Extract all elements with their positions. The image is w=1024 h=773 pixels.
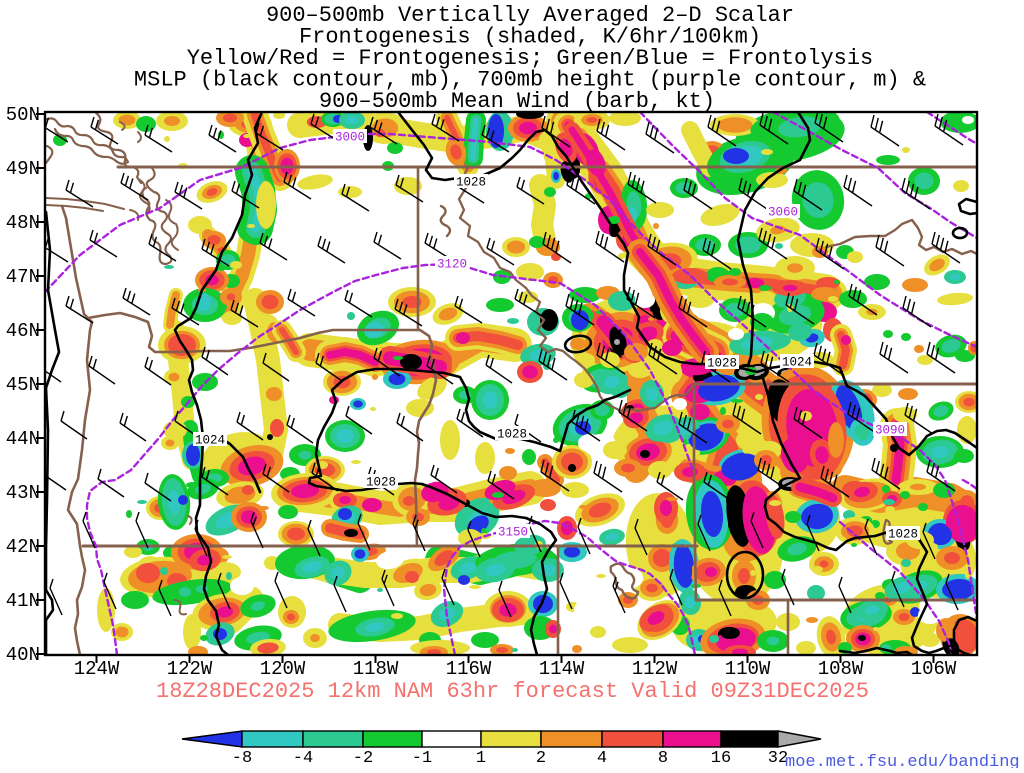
svg-text:-1: -1 xyxy=(412,749,432,768)
svg-text:110W: 110W xyxy=(725,658,771,680)
svg-text:42N: 42N xyxy=(6,536,40,558)
svg-text:124W: 124W xyxy=(74,658,120,680)
svg-text:1028: 1028 xyxy=(888,528,918,542)
svg-text:120W: 120W xyxy=(260,658,306,680)
svg-text:1: 1 xyxy=(476,749,486,768)
svg-text:49N: 49N xyxy=(6,158,40,180)
svg-text:900–500mb Vertically Averaged: 900–500mb Vertically Averaged 2–D Scalar xyxy=(266,3,794,28)
svg-text:-2: -2 xyxy=(353,749,373,768)
svg-text:112W: 112W xyxy=(632,658,678,680)
svg-text:Yellow/Red = Frontogenesis; G: Yellow/Red = Frontogenesis; Green/Blue =… xyxy=(187,46,874,71)
svg-text:Frontogenesis (shaded, K/6hr/1: Frontogenesis (shaded, K/6hr/100km) xyxy=(299,25,761,50)
svg-text:moe.met.fsu.edu/banding: moe.met.fsu.edu/banding xyxy=(785,753,1020,768)
svg-text:1024: 1024 xyxy=(782,356,812,370)
svg-text:1028: 1028 xyxy=(456,176,486,190)
svg-text:3000: 3000 xyxy=(335,131,365,145)
svg-text:48N: 48N xyxy=(6,212,40,234)
svg-text:-4: -4 xyxy=(293,749,313,768)
svg-text:122W: 122W xyxy=(167,658,213,680)
svg-text:4: 4 xyxy=(597,749,607,768)
svg-text:118W: 118W xyxy=(353,658,399,680)
svg-text:114W: 114W xyxy=(539,658,585,680)
svg-text:45N: 45N xyxy=(6,374,40,396)
svg-text:3120: 3120 xyxy=(437,258,467,272)
svg-text:1028: 1028 xyxy=(366,476,396,490)
svg-text:3090: 3090 xyxy=(875,424,905,438)
svg-text:8: 8 xyxy=(658,749,668,768)
svg-text:2: 2 xyxy=(536,749,546,768)
svg-text:47N: 47N xyxy=(6,266,40,288)
svg-text:1024: 1024 xyxy=(195,434,225,448)
svg-text:32: 32 xyxy=(768,749,788,768)
svg-text:106W: 106W xyxy=(911,658,957,680)
svg-text:43N: 43N xyxy=(6,482,40,504)
svg-text:116W: 116W xyxy=(446,658,492,680)
svg-text:46N: 46N xyxy=(6,320,40,342)
svg-text:18Z28DEC2025 12km NAM 63hr for: 18Z28DEC2025 12km NAM 63hr forecast Vali… xyxy=(156,679,869,704)
svg-text:MSLP (black contour, mb), 700m: MSLP (black contour, mb), 700mb height (… xyxy=(134,68,926,93)
svg-text:3060: 3060 xyxy=(768,206,798,220)
svg-text:900–500mb Mean Wind (barb, kt): 900–500mb Mean Wind (barb, kt) xyxy=(319,89,715,114)
svg-text:-8: -8 xyxy=(232,749,252,768)
svg-text:50N: 50N xyxy=(6,104,40,126)
svg-text:3150: 3150 xyxy=(498,526,528,540)
svg-text:1028: 1028 xyxy=(497,428,527,442)
svg-text:108W: 108W xyxy=(818,658,864,680)
svg-text:1028: 1028 xyxy=(707,357,737,371)
svg-text:40N: 40N xyxy=(6,644,40,666)
svg-text:44N: 44N xyxy=(6,428,40,450)
svg-text:16: 16 xyxy=(711,749,731,768)
svg-text:41N: 41N xyxy=(6,590,40,612)
